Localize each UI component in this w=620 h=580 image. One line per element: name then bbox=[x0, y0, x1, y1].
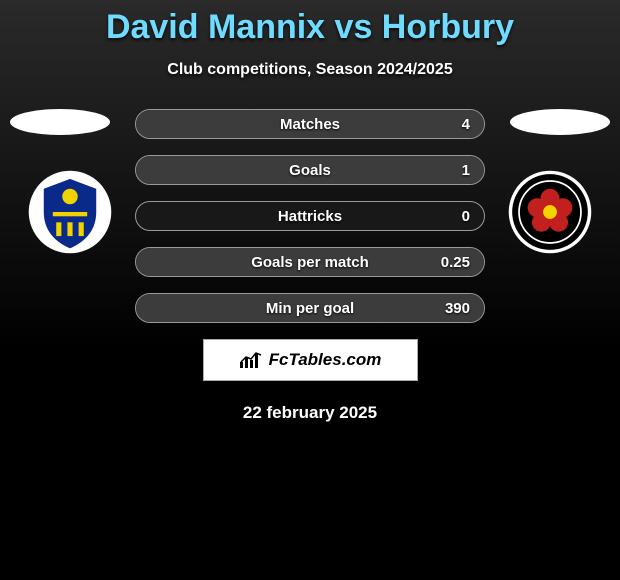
stat-label: Goals per match bbox=[136, 254, 484, 271]
date-line: 22 february 2025 bbox=[0, 403, 620, 423]
stat-row: Matches4 bbox=[135, 109, 485, 139]
stat-rows: Matches4Goals1Hattricks0Goals per match0… bbox=[135, 109, 485, 323]
bar-chart-icon bbox=[239, 350, 263, 370]
stat-label: Goals bbox=[136, 162, 484, 179]
page-title: David Mannix vs Horbury bbox=[0, 0, 620, 47]
content-area: Matches4Goals1Hattricks0Goals per match0… bbox=[0, 109, 620, 423]
brand-box[interactable]: FcTables.com bbox=[203, 339, 418, 381]
shield-icon bbox=[20, 169, 120, 255]
club-circle-icon bbox=[500, 169, 600, 255]
stat-value-right: 390 bbox=[445, 300, 470, 317]
stat-label: Min per goal bbox=[136, 300, 484, 317]
stat-value-right: 0 bbox=[462, 208, 470, 225]
stat-value-right: 0.25 bbox=[441, 254, 470, 271]
stat-row: Min per goal390 bbox=[135, 293, 485, 323]
stat-value-right: 4 bbox=[462, 116, 470, 133]
stat-label: Hattricks bbox=[136, 208, 484, 225]
left-ellipse bbox=[10, 109, 110, 135]
stat-row: Goals per match0.25 bbox=[135, 247, 485, 277]
stat-value-right: 1 bbox=[462, 162, 470, 179]
right-ellipse bbox=[510, 109, 610, 135]
stat-row: Hattricks0 bbox=[135, 201, 485, 231]
subtitle: Club competitions, Season 2024/2025 bbox=[0, 61, 620, 79]
brand-text: FcTables.com bbox=[269, 350, 382, 370]
stat-row: Goals1 bbox=[135, 155, 485, 185]
right-club-badge bbox=[500, 169, 600, 255]
stat-label: Matches bbox=[136, 116, 484, 133]
left-club-badge bbox=[20, 169, 120, 255]
